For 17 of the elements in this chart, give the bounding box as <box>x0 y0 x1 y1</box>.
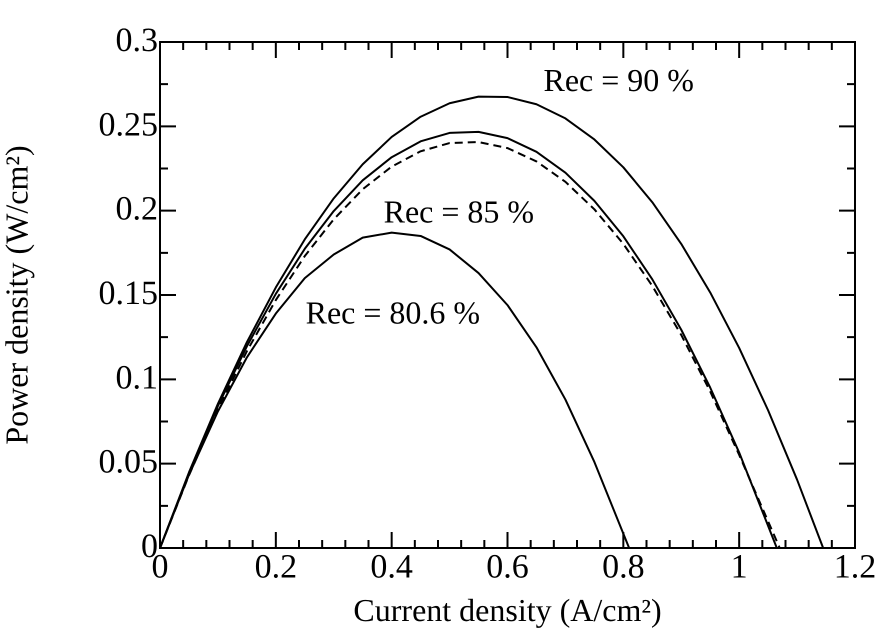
y-tick-label: 0.15 <box>98 274 158 312</box>
annotation: Rec = 80.6 % <box>306 294 480 331</box>
x-axis-title: Current density (A/cm²) <box>353 592 662 628</box>
y-tick-label: 0.3 <box>116 22 158 59</box>
x-tick-label: 1 <box>730 548 748 586</box>
x-tick-label: 1.2 <box>834 548 876 586</box>
annotation: Rec = 90 % <box>543 62 694 98</box>
y-tick-label: 0.25 <box>98 106 158 144</box>
x-tick-label: 0.6 <box>486 548 529 586</box>
x-tick-label: 0.4 <box>370 548 413 586</box>
x-tick-label: 0.2 <box>254 548 298 586</box>
x-tick-label: 0.8 <box>602 548 645 586</box>
y-tick-label: 0.1 <box>116 359 158 396</box>
y-axis-title: Power density (W/cm²) <box>0 145 35 445</box>
annotation: Rec = 85 % <box>384 193 534 230</box>
y-tick-label: 0.2 <box>116 190 158 228</box>
y-tick-label: 0.05 <box>98 444 158 481</box>
